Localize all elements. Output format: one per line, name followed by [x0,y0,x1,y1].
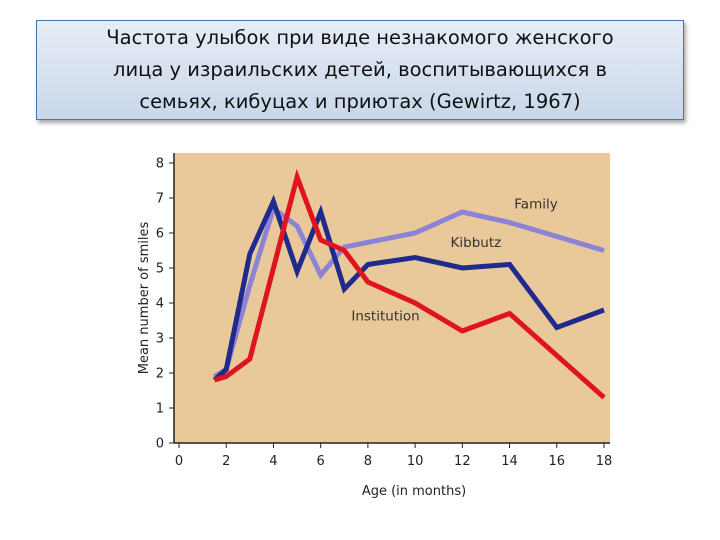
x-tick-label: 14 [501,454,518,469]
slide-title: Частота улыбок при виде незнакомого женс… [106,26,614,113]
series-label-family: Family [514,197,557,213]
y-tick-label: 2 [156,367,164,382]
x-tick-label: 12 [454,454,471,469]
y-tick-label: 0 [156,437,164,452]
series-label-institution: Institution [351,309,419,325]
x-tick-label: 16 [549,454,566,469]
y-tick-label: 3 [156,332,164,347]
series-line-kibbutz [212,194,605,382]
y-tick-label: 7 [156,192,164,207]
series-line-family [213,204,605,379]
x-axis-label: Age (in months) [362,484,466,499]
y-tick-label: 6 [156,227,164,242]
y-axis-label: Mean number of smiles [137,222,152,375]
x-tick-label: 6 [317,454,325,469]
x-tick-label: 0 [175,454,183,469]
x-tick-label: 2 [222,454,230,469]
series-line-institution [213,168,606,400]
title-box: Частота улыбок при виде незнакомого женс… [36,20,684,120]
x-tick-label: 10 [407,454,424,469]
y-tick-label: 4 [156,297,164,312]
x-tick-label: 8 [364,454,372,469]
chart: 0 1 2 3 4 5 6 7 8 0 2 4 6 8 10 12 14 16 18 Family Kibbutz In… [130,145,620,505]
y-tick-label: 8 [156,157,164,172]
series-label-kibbutz: Kibbutz [451,235,502,251]
x-tick-label: 4 [269,454,277,469]
x-tick-label: 18 [596,454,613,469]
y-tick-label: 1 [156,402,164,417]
series-labels: Family Kibbutz Institution [351,197,557,325]
series-lines [212,168,606,400]
y-tick-label: 5 [156,262,164,277]
